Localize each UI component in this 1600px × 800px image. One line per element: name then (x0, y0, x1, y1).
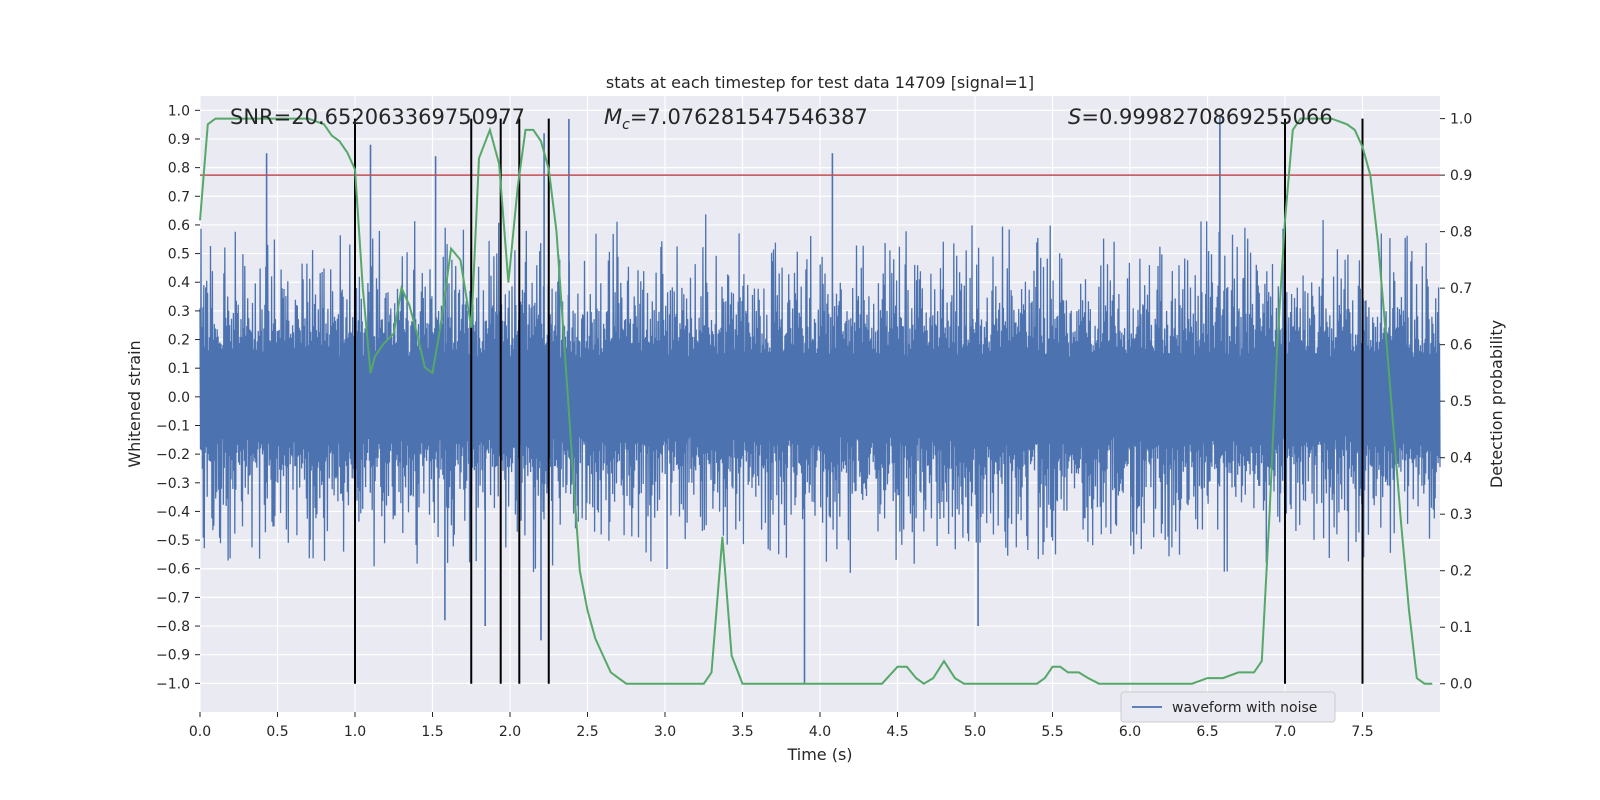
y-left-tick-label: −0.9 (156, 648, 190, 664)
y-left-tick-label: 0.0 (168, 390, 190, 406)
y-left-tick-label: −0.8 (156, 619, 190, 635)
x-tick-label: 1.0 (344, 724, 366, 740)
y-right-tick-label: 0.2 (1450, 564, 1472, 580)
plot-area (199, 116, 1441, 685)
y-left-tick-label: 0.3 (168, 304, 190, 320)
x-tick-label: 1.5 (421, 724, 443, 740)
y-left-tick-label: −1.0 (156, 676, 190, 692)
y-right-tick-label: 1.0 (1450, 112, 1472, 128)
x-tick-label: 3.0 (654, 724, 676, 740)
legend: waveform with noise (1120, 691, 1336, 723)
x-tick-label: 6.0 (1119, 724, 1141, 740)
x-tick-label: 4.0 (809, 724, 831, 740)
x-axis-label: Time (s) (786, 745, 852, 764)
y-right-tick-label: 0.5 (1450, 394, 1472, 410)
x-tick-labels: 0.0 0.5 1.0 1.5 2.0 2.5 3.0 3.5 4.0 4.5 5.0 5.5 6.0 6… (189, 712, 1374, 740)
chirp-mass-subscript: c (622, 117, 630, 133)
y-right-tick-label: 0.8 (1450, 225, 1472, 241)
y-left-tick-label: 0.4 (168, 275, 190, 291)
y-left-tick-label: −0.6 (156, 562, 190, 578)
y-right-tick-label: 0.4 (1450, 451, 1472, 467)
x-tick-label: 3.5 (731, 724, 753, 740)
probability-series (199, 117, 1433, 685)
y-left-tick-label: 0.5 (168, 247, 190, 263)
x-tick-label: 0.5 (266, 724, 288, 740)
y-left-tick-label: −0.5 (156, 533, 190, 549)
y-left-axis-label: Whitened strain (125, 340, 144, 467)
snr-annotation: SNR=20.652063369750977 (230, 105, 525, 129)
chirp-mass-value: =7.076281547546387 (630, 105, 868, 129)
x-tick-label: 5.5 (1041, 724, 1063, 740)
chirp-mass-annotation: Mc=7.076281547546387 (604, 105, 868, 133)
x-tick-label: 7.0 (1274, 724, 1296, 740)
y-right-tick-label: 0.0 (1450, 677, 1472, 693)
y-right-tick-label: 0.3 (1450, 507, 1472, 523)
y-left-tick-label: −0.4 (156, 504, 190, 520)
score-annotation: S=0.9998270869255066 (1068, 105, 1333, 129)
y-right-axis-label: Detection probability (1487, 320, 1506, 488)
y-left-tick-label: 0.7 (168, 189, 190, 205)
y-left-tick-label: 0.6 (168, 218, 190, 234)
y-left-tick-label: −0.3 (156, 476, 190, 492)
chart-title: stats at each timestep for test data 147… (606, 73, 1034, 92)
y-left-tick-label: 0.1 (168, 361, 190, 377)
legend-box (1120, 691, 1336, 723)
y-left-tick-label: −0.1 (156, 418, 190, 434)
y-left-tick-label: −0.2 (156, 447, 190, 463)
chirp-mass-symbol: M (604, 105, 622, 129)
y-left-tick-label: 0.2 (168, 333, 190, 349)
y-left-tick-label: 0.9 (168, 132, 190, 148)
waveform-series (199, 214, 1441, 573)
y-left-tick-label: 1.0 (168, 103, 190, 119)
x-tick-label: 2.0 (499, 724, 521, 740)
x-tick-label: 4.5 (886, 724, 908, 740)
x-tick-label: 6.5 (1196, 724, 1218, 740)
marker-lines (354, 118, 1364, 684)
y-right-tick-label: 0.6 (1450, 338, 1472, 354)
score-symbol: S (1068, 105, 1081, 129)
y-right-tick-label: 0.9 (1450, 168, 1472, 184)
score-value: =0.9998270869255066 (1081, 105, 1332, 129)
y-left-tick-labels: 1.0 0.9 0.8 0.7 0.6 0.5 0.4 0.3 0.2 0.1 0.0 −0.1 −0.… (156, 103, 200, 692)
y-right-tick-label: 0.7 (1450, 281, 1472, 297)
x-tick-label: 7.5 (1351, 724, 1373, 740)
y-left-tick-label: 0.8 (168, 161, 190, 177)
x-tick-label: 0.0 (189, 724, 211, 740)
legend-label: waveform with noise (1172, 700, 1317, 716)
x-tick-label: 5.0 (964, 724, 986, 740)
y-left-tick-label: −0.7 (156, 590, 190, 606)
y-right-tick-labels: 1.0 0.9 0.8 0.7 0.6 0.5 0.4 0.3 0.2 0.1 0.0 (1440, 112, 1472, 693)
y-right-tick-label: 0.1 (1450, 620, 1472, 636)
x-tick-label: 2.5 (576, 724, 598, 740)
